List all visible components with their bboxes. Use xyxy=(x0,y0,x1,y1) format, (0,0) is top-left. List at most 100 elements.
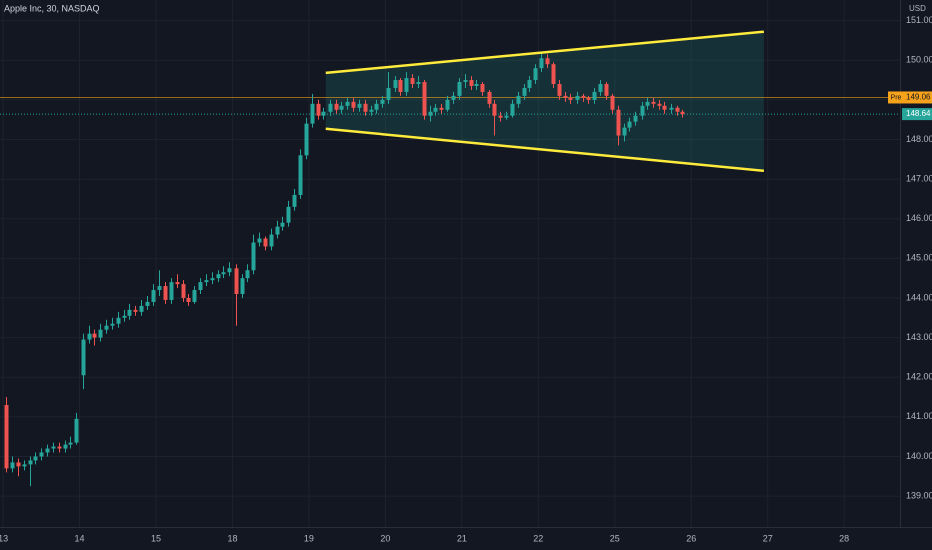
candle-body xyxy=(487,91,492,104)
candle-body xyxy=(363,103,368,112)
candle-body xyxy=(139,305,144,312)
candle-body xyxy=(439,107,444,110)
candle-body xyxy=(433,107,438,112)
candle-body xyxy=(234,268,239,295)
candle-body xyxy=(675,107,680,112)
candle-body xyxy=(63,444,68,449)
candle-body xyxy=(480,84,485,92)
candle-body xyxy=(369,109,374,112)
candle-body xyxy=(457,82,462,96)
candle-body xyxy=(334,103,339,110)
candle-body xyxy=(263,238,268,247)
y-tick-label: 151.00 xyxy=(906,15,932,25)
pre-price-value-badge xyxy=(904,91,932,104)
candle-body xyxy=(298,155,303,195)
x-tick-label: 14 xyxy=(75,533,85,543)
candle-body xyxy=(669,107,674,110)
candle-body xyxy=(328,103,333,112)
candle-body xyxy=(598,84,603,92)
candle-body xyxy=(416,82,421,85)
y-tick-label: 144.00 xyxy=(906,292,932,302)
candle-body xyxy=(251,242,256,271)
candle-body xyxy=(581,95,586,98)
candle-body xyxy=(81,339,86,376)
currency-label: USD xyxy=(909,4,926,13)
candle-body xyxy=(45,448,50,453)
y-tick-label: 141.00 xyxy=(906,411,932,421)
candle-body xyxy=(10,462,15,469)
candle-body xyxy=(116,317,121,324)
candle-body xyxy=(651,101,656,104)
candle-body xyxy=(510,103,515,116)
candle-body xyxy=(133,309,138,312)
wedge-lower xyxy=(325,127,765,173)
x-tick-label: 21 xyxy=(457,533,467,543)
candle-body xyxy=(204,280,209,283)
candle-body xyxy=(645,101,650,106)
candle-body xyxy=(604,84,609,96)
candle-body xyxy=(221,272,226,275)
x-tick-label: 13 xyxy=(0,533,8,543)
candle-body xyxy=(321,111,326,116)
last-price-badge xyxy=(902,108,932,121)
candle-body xyxy=(198,282,203,291)
y-tick-label: 142.00 xyxy=(906,372,932,382)
candle-body xyxy=(498,115,503,118)
candle-body xyxy=(575,95,580,100)
candle-body xyxy=(551,64,556,85)
candle-body xyxy=(175,282,180,285)
candle-body xyxy=(451,95,456,100)
candle-body xyxy=(563,95,568,98)
candle-body xyxy=(227,268,232,273)
pre-price-badge xyxy=(888,91,904,104)
candle-body xyxy=(216,274,221,279)
candle-body xyxy=(492,103,497,116)
candle-body xyxy=(169,282,174,300)
x-tick-label: 20 xyxy=(380,533,390,543)
candle-body xyxy=(110,323,115,326)
x-tick-label: 18 xyxy=(227,533,237,543)
y-tick-label: 145.00 xyxy=(906,253,932,263)
candle-body xyxy=(622,127,627,136)
wedge-fill xyxy=(325,31,764,171)
candle-body xyxy=(410,78,415,85)
candle-body xyxy=(163,286,168,300)
candle-body xyxy=(257,238,262,243)
candle-body xyxy=(286,206,291,223)
y-tick-label: 140.00 xyxy=(906,451,932,461)
x-tick-label: 26 xyxy=(686,533,696,543)
x-tick-label: 19 xyxy=(304,533,314,543)
y-tick-label: 139.00 xyxy=(906,490,932,500)
candle-body xyxy=(98,329,103,338)
candle-body xyxy=(469,80,474,86)
candle-body xyxy=(545,58,550,65)
candle-body xyxy=(345,101,350,106)
candle-body xyxy=(304,123,309,156)
candle-body xyxy=(527,80,532,88)
candle-body xyxy=(104,325,109,330)
candle-body xyxy=(610,95,615,110)
candle-body xyxy=(181,284,186,298)
candle-body xyxy=(51,446,56,449)
y-tick-label: 146.00 xyxy=(906,213,932,223)
x-tick-label: 22 xyxy=(533,533,543,543)
candle-body xyxy=(533,68,538,81)
candle-body xyxy=(357,103,362,108)
candle-body xyxy=(516,95,521,104)
candle-body xyxy=(339,105,344,110)
candle-body xyxy=(463,80,468,83)
y-tick-label: 150.00 xyxy=(906,55,932,65)
candle-body xyxy=(4,404,9,469)
candle-body xyxy=(157,286,162,291)
candle-body xyxy=(39,452,44,457)
x-tick-label: 28 xyxy=(839,533,849,543)
candle-body xyxy=(539,58,544,69)
candle-body xyxy=(192,290,197,302)
x-tick-label: 27 xyxy=(763,533,773,543)
chart-title: Apple Inc, 30, NASDAQ xyxy=(4,3,100,13)
candle-body xyxy=(393,80,398,88)
candle-body xyxy=(245,270,250,279)
candle-body xyxy=(280,222,285,227)
candle-body xyxy=(374,103,379,110)
